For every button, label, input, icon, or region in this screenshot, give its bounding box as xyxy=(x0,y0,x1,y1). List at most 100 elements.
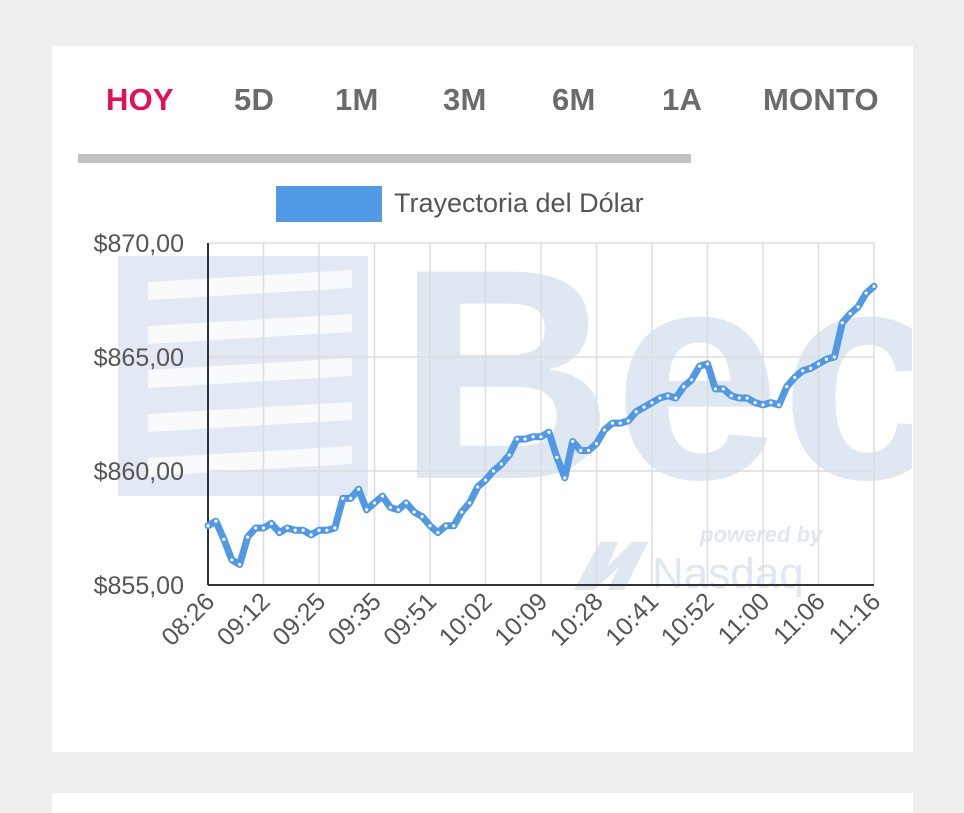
data-point xyxy=(491,469,496,473)
data-point xyxy=(246,535,250,539)
tab-1a[interactable]: 1A xyxy=(662,82,703,117)
data-point xyxy=(214,519,218,523)
data-point xyxy=(325,528,329,532)
data-point xyxy=(602,428,607,432)
data-point xyxy=(396,508,400,512)
data-point xyxy=(563,476,567,480)
data-point xyxy=(721,387,725,391)
data-point xyxy=(848,312,852,316)
data-point xyxy=(230,558,234,562)
y-tick-label: $855,00 xyxy=(94,572,184,600)
tab-6m[interactable]: 6M xyxy=(552,82,596,117)
data-point xyxy=(579,448,583,453)
x-tick-label: 10:28 xyxy=(545,587,609,651)
data-point xyxy=(341,496,345,500)
data-point xyxy=(650,401,654,405)
data-point xyxy=(420,515,424,519)
data-point xyxy=(261,526,266,530)
x-tick-label: 09:25 xyxy=(267,587,331,651)
data-point xyxy=(412,510,416,514)
tab-1m[interactable]: 1M xyxy=(335,82,379,117)
data-point xyxy=(753,401,757,405)
data-point xyxy=(523,437,527,441)
data-point xyxy=(594,442,599,446)
data-point xyxy=(436,530,440,535)
series-points xyxy=(206,284,876,567)
bec-watermark: Bec powered by Nasdaq xyxy=(118,206,912,598)
x-tick-label: 09:51 xyxy=(378,587,442,651)
data-point xyxy=(357,487,361,491)
data-point xyxy=(713,387,718,391)
data-point xyxy=(277,530,281,535)
data-point xyxy=(507,453,511,457)
data-point xyxy=(634,410,638,414)
data-point xyxy=(301,528,305,532)
data-point xyxy=(793,375,797,380)
tab-monto[interactable]: MONTO xyxy=(763,82,879,117)
legend-swatch xyxy=(276,186,382,222)
data-point xyxy=(785,385,789,389)
data-point xyxy=(309,533,313,537)
data-point xyxy=(206,524,210,528)
data-point xyxy=(777,403,781,407)
data-point xyxy=(293,528,297,532)
data-point xyxy=(856,305,860,309)
data-point xyxy=(444,524,448,528)
data-point xyxy=(872,284,876,288)
data-point xyxy=(840,321,844,325)
data-point xyxy=(618,421,622,425)
x-tick-label: 09:12 xyxy=(212,587,276,651)
x-tick-label: 10:02 xyxy=(434,587,498,651)
bec-logo-icon xyxy=(118,256,368,496)
data-point xyxy=(571,439,575,443)
data-point xyxy=(380,494,385,498)
data-point xyxy=(801,369,805,373)
data-point xyxy=(253,526,258,530)
data-point xyxy=(515,437,519,441)
data-point xyxy=(452,524,456,528)
data-point xyxy=(586,448,591,453)
data-point xyxy=(372,501,377,505)
data-point xyxy=(333,526,337,530)
data-point xyxy=(285,526,289,530)
data-point xyxy=(547,430,551,434)
data-point xyxy=(666,394,670,398)
data-point xyxy=(499,462,503,466)
chart-legend: Trayectoria del Dólar xyxy=(276,186,644,222)
data-point xyxy=(238,562,242,567)
range-tabs: HOY 5D 1M 3M 6M 1A MONTO xyxy=(78,70,886,140)
x-tick-label: 09:35 xyxy=(323,587,387,651)
data-point xyxy=(705,362,710,366)
x-tick-label: 10:09 xyxy=(489,587,553,651)
data-point xyxy=(269,521,274,526)
dollar-chart: Bec powered by Nasdaq Trayectoria del Dó… xyxy=(94,186,912,651)
tab-3m[interactable]: 3M xyxy=(443,82,487,117)
data-point xyxy=(475,485,480,489)
data-point xyxy=(761,403,765,407)
tab-5d[interactable]: 5D xyxy=(234,82,275,117)
data-point xyxy=(460,510,464,514)
tabs-scrollbar[interactable] xyxy=(78,154,691,163)
data-point xyxy=(824,357,829,361)
watermark-partner: Nasdaq xyxy=(652,549,804,598)
data-point xyxy=(658,396,662,400)
nasdaq-logo-icon xyxy=(574,542,648,590)
data-point xyxy=(697,364,702,368)
y-tick-label: $860,00 xyxy=(94,458,184,486)
next-card xyxy=(52,793,913,813)
x-tick-label: 11:16 xyxy=(824,587,887,650)
data-point xyxy=(737,396,741,400)
legend-label: Trayectoria del Dólar xyxy=(394,188,644,218)
data-point xyxy=(626,419,630,423)
data-point xyxy=(317,528,321,532)
data-point xyxy=(468,501,472,505)
data-point xyxy=(864,291,868,295)
data-point xyxy=(642,405,646,409)
data-point xyxy=(832,355,836,359)
data-point xyxy=(682,385,686,389)
watermark-powered-by: powered by xyxy=(699,522,824,547)
data-point xyxy=(745,396,749,400)
data-point xyxy=(769,401,773,405)
tab-hoy[interactable]: HOY xyxy=(106,82,174,117)
data-point xyxy=(483,478,488,482)
